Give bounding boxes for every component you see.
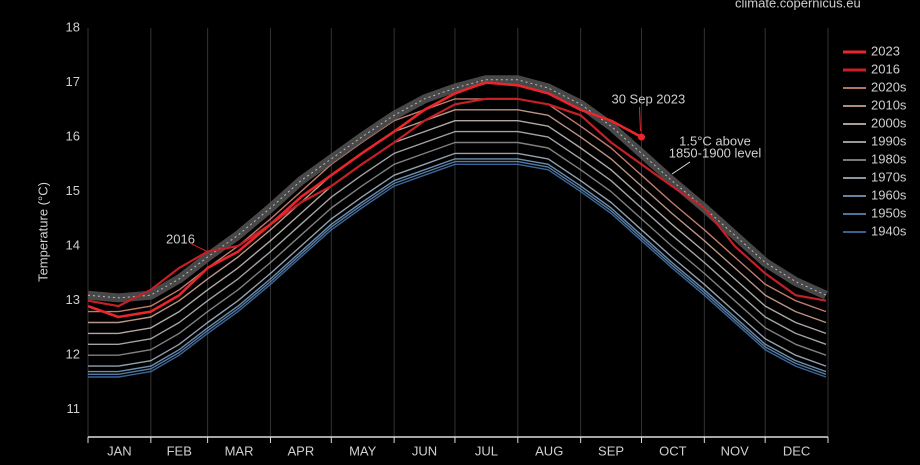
x-tick-label: AUG (535, 443, 563, 458)
legend-label: 2020s (871, 79, 907, 94)
legend-label: 1940s (871, 223, 907, 238)
x-tick-label: JUL (475, 443, 498, 458)
annotation-arrow (638, 107, 641, 132)
annotation-arrow (189, 242, 209, 253)
y-tick-label: 17 (66, 74, 80, 89)
series-line (88, 141, 827, 356)
x-tick-label: DEC (783, 443, 810, 458)
y-tick-label: 15 (66, 183, 80, 198)
series-line (88, 160, 827, 375)
reference-label: 1850-1900 level (669, 145, 762, 160)
legend-label: 2023 (871, 43, 900, 58)
end-point (637, 133, 645, 141)
x-tick-label: APR (288, 443, 315, 458)
y-tick-label: 11 (67, 401, 81, 416)
y-axis-label: Temperature (°C) (35, 182, 50, 282)
x-tick-label: MAR (225, 443, 254, 458)
x-tick-label: NOV (721, 443, 750, 458)
series-line (87, 81, 643, 319)
x-tick-label: OCT (659, 443, 687, 458)
legend-label: 2016 (871, 61, 900, 76)
reference-label: 1.5°C above (679, 133, 751, 148)
y-tick-label: 18 (66, 19, 80, 34)
annotation-arrow (671, 161, 691, 175)
y-tick-label: 13 (66, 292, 80, 307)
series-line (88, 109, 827, 324)
annotation: 30 Sep 2023 (611, 92, 685, 107)
series-line (88, 163, 827, 378)
x-tick-label: SEP (598, 443, 624, 458)
x-tick-label: JAN (107, 443, 132, 458)
legend-label: 1950s (871, 205, 907, 220)
annotation: 2016 (166, 231, 195, 246)
series-line (88, 130, 827, 345)
x-tick-label: FEB (167, 443, 192, 458)
legend-label: 2010s (871, 97, 907, 112)
series-line (88, 152, 827, 367)
reference-band (87, 75, 828, 303)
legend-label: 2000s (871, 115, 907, 130)
source: climate.copernicus.eu (735, 0, 861, 10)
legend-label: 1980s (871, 151, 907, 166)
legend-label: 1960s (871, 187, 907, 202)
series-line (88, 98, 827, 313)
legend-label: 1990s (871, 133, 907, 148)
x-tick-label: MAY (349, 443, 377, 458)
legend-label: 1970s (871, 169, 907, 184)
y-tick-label: 14 (66, 238, 80, 253)
x-tick-label: JUN (412, 443, 437, 458)
series-line (88, 120, 827, 335)
y-tick-label: 12 (66, 347, 80, 362)
y-tick-label: 16 (66, 129, 80, 144)
series-line (88, 158, 827, 373)
